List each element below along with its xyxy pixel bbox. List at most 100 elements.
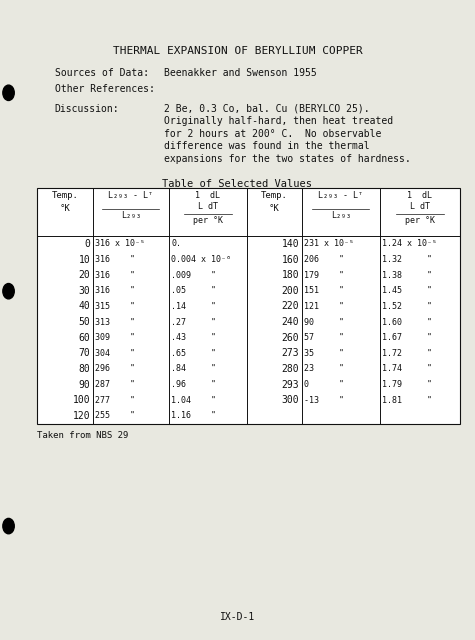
Text: 280: 280 xyxy=(282,364,299,374)
Text: .43     ": .43 " xyxy=(171,333,216,342)
Text: .14     ": .14 " xyxy=(171,302,216,311)
Text: L dT: L dT xyxy=(410,202,430,211)
Text: .05     ": .05 " xyxy=(171,286,216,295)
Text: Originally half-hard, then heat treated: Originally half-hard, then heat treated xyxy=(164,116,393,126)
Text: 60: 60 xyxy=(78,333,90,343)
Text: 90     ": 90 " xyxy=(304,317,344,326)
Text: 277    ": 277 " xyxy=(95,396,135,404)
Text: IX-D-1: IX-D-1 xyxy=(220,612,255,622)
Text: 1.04    ": 1.04 " xyxy=(171,396,216,404)
Text: 313    ": 313 " xyxy=(95,317,135,326)
Text: 160: 160 xyxy=(282,255,299,264)
Text: .96     ": .96 " xyxy=(171,380,216,389)
Text: 90: 90 xyxy=(78,380,90,390)
Text: per °K: per °K xyxy=(405,216,435,225)
Text: 316 x 10⁻⁵: 316 x 10⁻⁵ xyxy=(95,239,145,248)
Text: L₂₉₃ - Lᵀ: L₂₉₃ - Lᵀ xyxy=(318,191,363,200)
Text: .65     ": .65 " xyxy=(171,349,216,358)
Text: 255    ": 255 " xyxy=(95,412,135,420)
Text: Temp.: Temp. xyxy=(51,191,78,200)
Circle shape xyxy=(3,284,14,299)
Text: Sources of Data:: Sources of Data: xyxy=(55,68,149,79)
Text: difference was found in the thermal: difference was found in the thermal xyxy=(164,141,370,151)
Text: 180: 180 xyxy=(282,270,299,280)
Text: °K: °K xyxy=(59,204,70,212)
Text: L₂₉₃ - Lᵀ: L₂₉₃ - Lᵀ xyxy=(108,191,153,200)
Text: 231 x 10⁻⁵: 231 x 10⁻⁵ xyxy=(304,239,354,248)
Text: Table of Selected Values: Table of Selected Values xyxy=(162,179,313,189)
Text: 1.60     ": 1.60 " xyxy=(382,317,432,326)
Text: °K: °K xyxy=(269,204,280,212)
Text: 1  dL: 1 dL xyxy=(195,191,220,200)
Text: Discussion:: Discussion: xyxy=(55,104,119,114)
Text: 316    ": 316 " xyxy=(95,271,135,280)
Text: 260: 260 xyxy=(282,333,299,343)
Text: .84     ": .84 " xyxy=(171,365,216,374)
Text: 316    ": 316 " xyxy=(95,255,135,264)
Text: .27     ": .27 " xyxy=(171,317,216,326)
Text: 1.81     ": 1.81 " xyxy=(382,396,432,404)
Text: for 2 hours at 200° C.  No observable: for 2 hours at 200° C. No observable xyxy=(164,129,381,139)
Circle shape xyxy=(3,518,14,534)
Text: 1.72     ": 1.72 " xyxy=(382,349,432,358)
Text: 309    ": 309 " xyxy=(95,333,135,342)
Text: L₂₉₃: L₂₉₃ xyxy=(121,211,141,220)
Text: 206    ": 206 " xyxy=(304,255,344,264)
Text: expansions for the two states of hardness.: expansions for the two states of hardnes… xyxy=(164,154,410,164)
Text: 40: 40 xyxy=(78,301,90,312)
Text: 296    ": 296 " xyxy=(95,365,135,374)
Text: 100: 100 xyxy=(73,396,90,405)
Text: L dT: L dT xyxy=(198,202,218,211)
Text: 30: 30 xyxy=(78,286,90,296)
Text: L₂₉₃: L₂₉₃ xyxy=(331,211,351,220)
Text: 120: 120 xyxy=(73,411,90,421)
Text: 1.79     ": 1.79 " xyxy=(382,380,432,389)
Text: 80: 80 xyxy=(78,364,90,374)
Text: 0.: 0. xyxy=(171,239,181,248)
Text: 121    ": 121 " xyxy=(304,302,344,311)
Text: 240: 240 xyxy=(282,317,299,327)
Text: Temp.: Temp. xyxy=(261,191,288,200)
Text: 273: 273 xyxy=(282,348,299,358)
Text: per °K: per °K xyxy=(193,216,223,225)
Text: 1  dL: 1 dL xyxy=(408,191,432,200)
Text: 304    ": 304 " xyxy=(95,349,135,358)
Text: 293: 293 xyxy=(282,380,299,390)
Text: 200: 200 xyxy=(282,286,299,296)
Text: 20: 20 xyxy=(78,270,90,280)
Text: 2 Be, 0.3 Co, bal. Cu (BERYLCO 25).: 2 Be, 0.3 Co, bal. Cu (BERYLCO 25). xyxy=(164,104,370,114)
Text: Other References:: Other References: xyxy=(55,84,154,95)
Text: 57     ": 57 " xyxy=(304,333,344,342)
Text: 151    ": 151 " xyxy=(304,286,344,295)
Bar xyxy=(37,188,460,424)
Text: 0: 0 xyxy=(85,239,90,249)
Text: 179    ": 179 " xyxy=(304,271,344,280)
Text: 287    ": 287 " xyxy=(95,380,135,389)
Text: 23     ": 23 " xyxy=(304,365,344,374)
Text: 10: 10 xyxy=(78,255,90,264)
Text: 1.32     ": 1.32 " xyxy=(382,255,432,264)
Text: 1.74     ": 1.74 " xyxy=(382,365,432,374)
Text: -13    ": -13 " xyxy=(304,396,344,404)
Text: Beenakker and Swenson 1955: Beenakker and Swenson 1955 xyxy=(164,68,317,79)
Text: 315    ": 315 " xyxy=(95,302,135,311)
Text: 1.45     ": 1.45 " xyxy=(382,286,432,295)
Text: Taken from NBS 29: Taken from NBS 29 xyxy=(37,431,128,440)
Text: 140: 140 xyxy=(282,239,299,249)
Text: 1.52     ": 1.52 " xyxy=(382,302,432,311)
Text: 0      ": 0 " xyxy=(304,380,344,389)
Text: 316    ": 316 " xyxy=(95,286,135,295)
Text: THERMAL EXPANSION OF BERYLLIUM COPPER: THERMAL EXPANSION OF BERYLLIUM COPPER xyxy=(113,46,362,56)
Text: .009    ": .009 " xyxy=(171,271,216,280)
Text: 300: 300 xyxy=(282,396,299,405)
Circle shape xyxy=(3,85,14,100)
Text: 1.38     ": 1.38 " xyxy=(382,271,432,280)
Text: 0.004 x 10⁻⁶: 0.004 x 10⁻⁶ xyxy=(171,255,231,264)
Text: 1.16    ": 1.16 " xyxy=(171,412,216,420)
Text: 220: 220 xyxy=(282,301,299,312)
Text: 50: 50 xyxy=(78,317,90,327)
Text: 1.67     ": 1.67 " xyxy=(382,333,432,342)
Text: 1.24 x 10⁻⁵: 1.24 x 10⁻⁵ xyxy=(382,239,437,248)
Text: 70: 70 xyxy=(78,348,90,358)
Text: 35     ": 35 " xyxy=(304,349,344,358)
